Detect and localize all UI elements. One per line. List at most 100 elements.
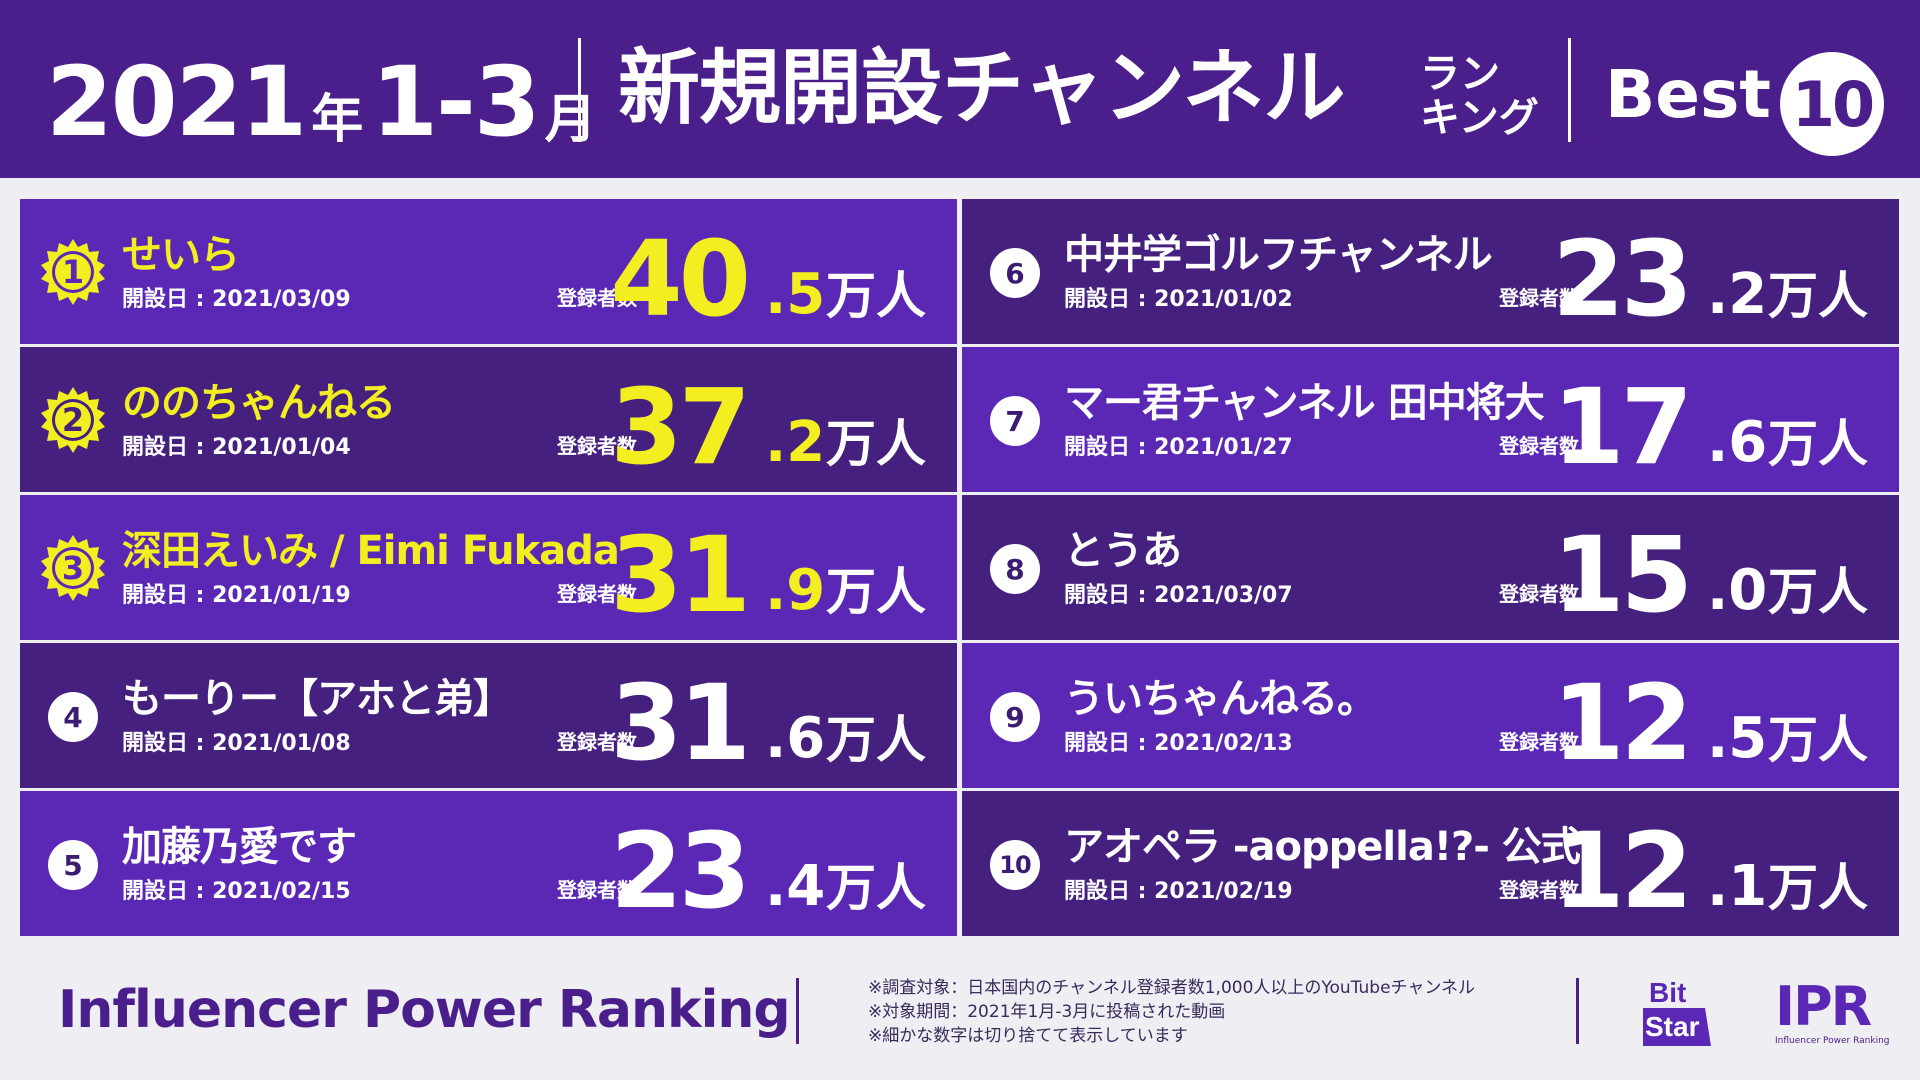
subtitle-line-2: キング [1420, 95, 1539, 141]
month-unit: 月 [544, 90, 597, 150]
footer-divider [796, 978, 799, 1044]
gold-medal-icon: 1 [38, 237, 108, 307]
subscribers-label: 登録者数 [1499, 582, 1579, 606]
subscribers-decimal: .2 [765, 410, 826, 475]
footer-divider [1576, 978, 1579, 1044]
channel-name: アオペラ -aoppella!?- 公式 [1064, 824, 1581, 870]
channel-name: ののちゃんねる [122, 380, 396, 426]
subscribers-integer: 17 [1552, 366, 1693, 488]
ranking-row-8: 8 とうあ 開設日 : 2021/03/07 登録者数 15 .0 万人 [962, 495, 1899, 640]
subscribers-decimal: .2 [1707, 262, 1768, 327]
channel-open-date: 開設日 : 2021/02/13 [1064, 731, 1293, 756]
year-unit: 年 [311, 90, 364, 150]
ranking-row-10: 10 アオペラ -aoppella!?- 公式 開設日 : 2021/02/19… [962, 791, 1899, 936]
subscribers-label: 登録者数 [1499, 434, 1579, 458]
subscribers-label: 登録者数 [1499, 286, 1579, 310]
footer-notes: ※調査対象：日本国内のチャンネル登録者数1,000人以上のYouTubeチャンネ… [868, 976, 1475, 1048]
ranking-row-1: 1 せいら 開設日 : 2021/03/09 登録者数 40 .5 万人 [20, 199, 957, 344]
subscribers-label: 登録者数 [557, 730, 637, 754]
ranking-row-6: 6 中井学ゴルフチャンネル 開設日 : 2021/01/02 登録者数 23 .… [962, 199, 1899, 344]
note-survey-target: ※調査対象：日本国内のチャンネル登録者数1,000人以上のYouTubeチャンネ… [868, 978, 1476, 998]
subscribers-integer: 31 [610, 514, 751, 636]
subscribers-integer: 37 [610, 366, 751, 488]
subscribers-unit: 万人 [826, 267, 926, 325]
header-divider [578, 38, 581, 142]
subscribers-decimal: .0 [1707, 558, 1768, 623]
channel-name: せいら [122, 232, 240, 278]
subscribers-label: 登録者数 [557, 878, 637, 902]
note-period: ※対象期間：2021年1月-3月に投稿された動画 [868, 1002, 1226, 1022]
channel-name: マー君チャンネル 田中将大 [1064, 380, 1545, 426]
bronze-medal-icon: 3 [38, 533, 108, 603]
subscribers-decimal: .9 [765, 558, 826, 623]
subscribers-decimal: .6 [765, 706, 826, 771]
channel-open-date: 開設日 : 2021/01/08 [122, 731, 351, 756]
channel-name: とうあ [1064, 528, 1182, 574]
ipr-logo-subtext: Influencer Power Ranking [1775, 1036, 1890, 1046]
ipr-logo-text: IPR [1775, 975, 1872, 1038]
subscribers-unit: 万人 [1768, 267, 1868, 325]
period-title: 2021 年 1-3 月 [46, 30, 605, 150]
ranking-row-7: 7 マー君チャンネル 田中将大 開設日 : 2021/01/27 登録者数 17… [962, 347, 1899, 492]
months-value: 1-3 [371, 46, 540, 158]
subscribers-integer: 12 [1552, 662, 1693, 784]
channel-open-date: 開設日 : 2021/03/07 [1064, 583, 1293, 608]
channel-name: 深田えいみ / Eimi Fukada [122, 528, 620, 574]
subscribers-unit: 万人 [1768, 859, 1868, 917]
ranking-row-2: 2 ののちゃんねる 開設日 : 2021/01/04 登録者数 37 .2 万人 [20, 347, 957, 492]
subscribers-decimal: .5 [765, 262, 826, 327]
ranking-row-4: 4 もーりー【アホと弟】 開設日 : 2021/01/08 登録者数 31 .6… [20, 643, 957, 788]
channel-open-date: 開設日 : 2021/01/02 [1064, 287, 1293, 312]
year-value: 2021 [46, 46, 307, 158]
page-title: 新規開設チャンネル [618, 41, 1346, 136]
page-subtitle: ラン キング [1420, 52, 1550, 140]
rank-badge: 9 [990, 692, 1040, 742]
bitstar-logo: Bit Star [1635, 974, 1711, 1046]
ranking-row-9: 9 ういちゃんねる。 開設日 : 2021/02/13 登録者数 12 .5 万… [962, 643, 1899, 788]
channel-name: もーりー【アホと弟】 [122, 676, 513, 722]
rank-badge: 4 [48, 692, 98, 742]
channel-name: ういちゃんねる。 [1064, 676, 1377, 722]
subscribers-unit: 万人 [826, 859, 926, 917]
subscribers-label: 登録者数 [1499, 730, 1579, 754]
bitstar-logo-text-2: Star [1645, 1011, 1700, 1042]
channel-open-date: 開設日 : 2021/02/15 [122, 879, 351, 904]
channel-open-date: 開設日 : 2021/01/19 [122, 583, 351, 608]
subscribers-decimal: .1 [1707, 854, 1768, 919]
channel-open-date: 開設日 : 2021/02/19 [1064, 879, 1293, 904]
ranking-row-5: 5 加藤乃愛です 開設日 : 2021/02/15 登録者数 23 .4 万人 [20, 791, 957, 936]
subscribers-unit: 万人 [826, 711, 926, 769]
subscribers-label: 登録者数 [557, 286, 637, 310]
channel-name: 中井学ゴルフチャンネル [1064, 232, 1493, 278]
ranking-row-3: 3 深田えいみ / Eimi Fukada 開設日 : 2021/01/19 登… [20, 495, 957, 640]
subscribers-decimal: .4 [765, 854, 826, 919]
note-rounding: ※細かな数字は切り捨てて表示しています [868, 1026, 1188, 1046]
subscribers-decimal: .6 [1707, 410, 1768, 475]
subscribers-decimal: .5 [1707, 706, 1768, 771]
best-count-badge: 10 [1780, 52, 1884, 156]
subscribers-unit: 万人 [1768, 711, 1868, 769]
subscribers-label: 登録者数 [557, 582, 637, 606]
rank-badge: 8 [990, 544, 1040, 594]
bitstar-logo-text-1: Bit [1649, 977, 1686, 1008]
subscribers-label: 登録者数 [1499, 878, 1579, 902]
subscribers-label: 登録者数 [557, 434, 637, 458]
channel-open-date: 開設日 : 2021/01/27 [1064, 435, 1293, 460]
silver-medal-icon: 2 [38, 385, 108, 455]
rank-badge: 10 [990, 840, 1040, 890]
channel-name: 加藤乃愛です [122, 824, 357, 870]
subscribers-unit: 万人 [1768, 415, 1868, 473]
subscribers-integer: 12 [1552, 810, 1693, 932]
rank-badge: 5 [48, 840, 98, 890]
rank-badge: 6 [990, 248, 1040, 298]
header-divider [1568, 38, 1571, 142]
subscribers-unit: 万人 [826, 415, 926, 473]
rank-number: 1 [61, 253, 85, 291]
channel-open-date: 開設日 : 2021/03/09 [122, 287, 351, 312]
subscribers-integer: 23 [610, 810, 751, 932]
ipr-logo: IPR Influencer Power Ranking [1775, 975, 1890, 1047]
subscribers-integer: 31 [610, 662, 751, 784]
header-banner: 2021 年 1-3 月 新規開設チャンネル ラン キング Best 10 [0, 0, 1920, 178]
subscribers-unit: 万人 [826, 563, 926, 621]
rank-badge: 7 [990, 396, 1040, 446]
